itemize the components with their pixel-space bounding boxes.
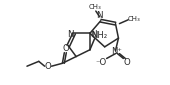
Text: ⁻O: ⁻O [95,58,106,67]
Text: NH₂: NH₂ [91,31,107,40]
Text: CH₃: CH₃ [88,4,101,10]
Text: O: O [44,62,51,71]
Text: N: N [91,30,97,39]
Text: N: N [67,30,73,39]
Text: O: O [63,44,70,53]
Text: O: O [124,58,131,67]
Text: N⁺: N⁺ [111,47,122,56]
Text: N: N [97,11,103,20]
Text: CH₃: CH₃ [128,16,141,22]
